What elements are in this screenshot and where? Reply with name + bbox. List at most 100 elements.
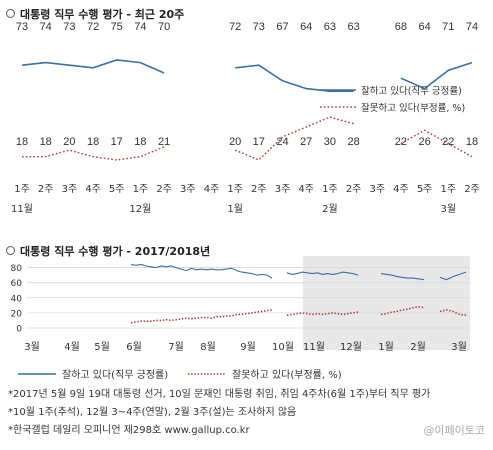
series-line-disapprove	[234, 116, 354, 161]
x-month-label: 2월	[322, 203, 338, 215]
x-tick-label: 11월	[303, 341, 325, 353]
x-tick-label: 1주	[227, 184, 243, 195]
data-label: 27	[300, 136, 312, 148]
footnote-2: *10월 1주(추석), 12월 3~4주(연말), 2월 3주(설)는 조사하…	[8, 407, 297, 418]
series-line-approve	[439, 271, 467, 281]
circle-icon	[6, 246, 15, 255]
chart2-title: 대통령 직무 수행 평가 - 2017/2018년	[6, 243, 210, 259]
x-tick-label: 2주	[346, 184, 362, 195]
chart2-2017-2018: 0 20 40 60 80 3월 4월 5월 6월 7월 8월 9월 10월 11월 12월 1월 2월 3월잘하…	[11, 256, 470, 381]
series-line-approve	[235, 64, 354, 92]
x-month-label: 1월	[227, 203, 243, 215]
x-tick-label: 9월	[240, 341, 256, 353]
x-tick-label: 2주	[38, 184, 54, 195]
data-label: 20	[229, 136, 241, 148]
data-label: 68	[395, 21, 407, 33]
shaded-period	[303, 256, 470, 350]
y-tick-label: 40	[11, 294, 23, 304]
series-line-disapprove	[380, 305, 425, 316]
series-line-approve	[21, 59, 165, 74]
data-label: 18	[134, 136, 146, 148]
x-tick-label: 3주	[370, 184, 386, 195]
data-label: 30	[324, 136, 336, 148]
y-tick-label: 60	[11, 279, 23, 289]
x-tick-label: 2주	[156, 184, 172, 195]
x-tick-label: 4주	[85, 184, 101, 195]
x-tick-label: 3월	[451, 341, 467, 353]
data-label: 72	[229, 21, 241, 33]
x-tick-label: 2주	[251, 184, 267, 195]
x-tick-label: 4월	[64, 341, 80, 353]
x-tick-label: 10월	[272, 341, 294, 353]
footnote-1: *2017년 5월 9일 19대 대통령 선거, 10일 문재인 대통령 취임,…	[8, 389, 431, 400]
legend-label: 잘못하고 있다(부정률, %)	[232, 368, 342, 381]
series-line-disapprove	[286, 311, 359, 316]
y-tick-label: 0	[16, 325, 22, 335]
x-month-label: 11월	[11, 203, 33, 215]
legend-label: 잘하고 있다(직무 긍정률)	[62, 368, 168, 381]
data-label: 18	[40, 136, 52, 148]
chart1-title: 대통령 직무 수행 평가 - 최근 20주	[6, 6, 184, 22]
x-tick-label: 1주	[322, 184, 338, 195]
data-label: 17	[253, 136, 265, 148]
data-label: 73	[16, 21, 28, 33]
series-line-disapprove	[400, 129, 473, 158]
series-line-approve	[400, 61, 473, 90]
x-tick-label: 1주	[14, 184, 30, 195]
data-label: 26	[418, 136, 430, 148]
x-tick-label: 8월	[200, 341, 216, 353]
data-label: 18	[87, 136, 99, 148]
data-label: 67	[276, 21, 288, 33]
x-tick-label: 3월	[24, 341, 40, 353]
x-tick-label: 1주	[441, 184, 457, 195]
data-label: 22	[442, 136, 454, 148]
data-label: 17	[111, 136, 123, 148]
x-tick-label: 3주	[275, 184, 291, 195]
x-tick-label: 4주	[298, 184, 314, 195]
x-tick-label: 1주	[133, 184, 149, 195]
data-label: 64	[418, 21, 430, 33]
data-label: 73	[63, 21, 75, 33]
x-tick-label: 12월	[340, 341, 362, 353]
data-label: 71	[442, 21, 454, 33]
x-month-label: 12월	[129, 203, 151, 215]
data-label: 21	[158, 136, 170, 148]
data-label: 63	[347, 21, 359, 33]
series-line-disapprove	[439, 309, 467, 316]
x-tick-label: 4주	[393, 184, 409, 195]
data-label: 24	[276, 136, 288, 148]
data-label: 74	[466, 21, 478, 33]
x-tick-label: 1월	[378, 341, 394, 353]
x-tick-label: 2주	[464, 184, 480, 195]
chart1-title-text: 대통령 직무 수행 평가 - 최근 20주	[20, 8, 185, 21]
data-label: 63	[324, 21, 336, 33]
data-label: 74	[40, 21, 52, 33]
x-tick-label: 3주	[180, 184, 196, 195]
data-label: 20	[63, 136, 75, 148]
data-label: 74	[134, 21, 146, 33]
chart1-recent-20-weeks: 73 74 73 72 75 74 70 72 73 67 64 63 63 68 64 71 74 18 18 20…	[11, 21, 480, 215]
x-tick-label: 2월	[410, 341, 426, 353]
y-tick-label: 20	[11, 309, 23, 319]
data-label: 70	[158, 21, 170, 33]
series-line-disapprove	[130, 309, 273, 324]
chart2-title-text: 대통령 직무 수행 평가 - 2017/2018년	[20, 245, 211, 258]
x-tick-label: 4주	[204, 184, 220, 195]
footnote-3: *한국갤럽 데일리 오피니언 제298호 www.gallup.co.kr	[8, 425, 250, 436]
series-line-approve	[286, 271, 359, 276]
x-tick-label: 5월	[94, 341, 110, 353]
data-label: 75	[111, 21, 123, 33]
series-line-disapprove	[22, 146, 165, 161]
data-label: 22	[395, 136, 407, 148]
data-label: 72	[87, 21, 99, 33]
circle-icon	[6, 9, 15, 18]
legend-label: 잘못하고 있다(부정률, %)	[361, 102, 465, 114]
x-month-label: 3월	[441, 203, 457, 215]
watermark: @이페이토코	[423, 424, 485, 437]
data-label: 18	[466, 136, 478, 148]
data-label: 73	[253, 21, 265, 33]
data-label: 18	[16, 136, 28, 148]
x-tick-label: 5주	[417, 184, 433, 195]
y-tick-label: 80	[11, 264, 23, 274]
series-line-approve	[130, 263, 273, 279]
